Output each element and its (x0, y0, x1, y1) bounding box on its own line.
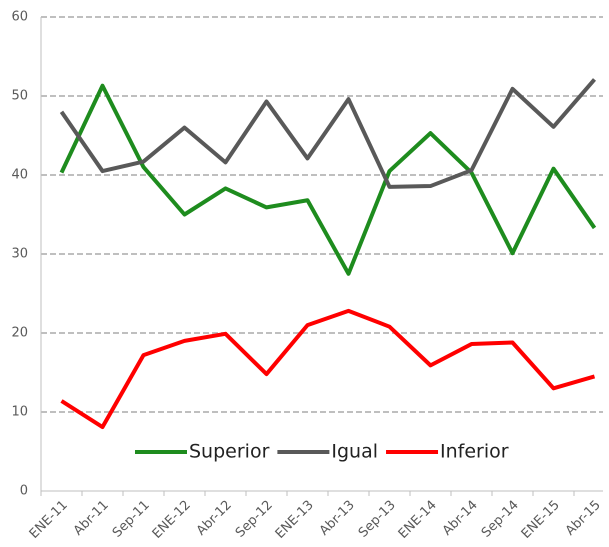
x-tick-label: Abr-14 (440, 498, 481, 539)
x-tick-label: Abr-12 (194, 498, 235, 539)
y-tick-label: 0 (20, 484, 28, 499)
x-tick-label: Sep-11 (110, 498, 153, 541)
x-tick-label: ENE-15 (519, 498, 563, 542)
x-tick-label: Sep-14 (479, 498, 522, 541)
legend-label: Igual (331, 441, 378, 463)
series-line (59, 78, 597, 189)
x-tick-label: ENE-12 (150, 498, 194, 542)
x-tick-label: Sep-12 (233, 498, 276, 541)
y-tick-label: 30 (11, 247, 28, 262)
y-tick-label: 20 (11, 326, 28, 341)
x-tick-label: Abr-15 (563, 498, 604, 539)
x-tick-label: Abr-11 (71, 498, 112, 539)
x-tick-label: ENE-13 (273, 498, 317, 542)
x-tick-label: Sep-13 (356, 498, 399, 541)
series-line (60, 308, 596, 430)
legend-label: Superior (189, 441, 270, 463)
y-tick-label: 10 (11, 405, 28, 420)
x-tick-label: ENE-11 (27, 498, 71, 542)
legend-label: Inferior (440, 441, 509, 463)
y-tick-label: 50 (11, 89, 28, 104)
x-tick-label: ENE-14 (396, 498, 440, 542)
legend: Superior Igual Inferior (135, 441, 509, 463)
y-tick-label: 40 (11, 168, 28, 183)
series-line (59, 83, 597, 276)
y-tick-label: 60 (11, 10, 28, 25)
x-tick-label: Abr-13 (317, 498, 358, 539)
